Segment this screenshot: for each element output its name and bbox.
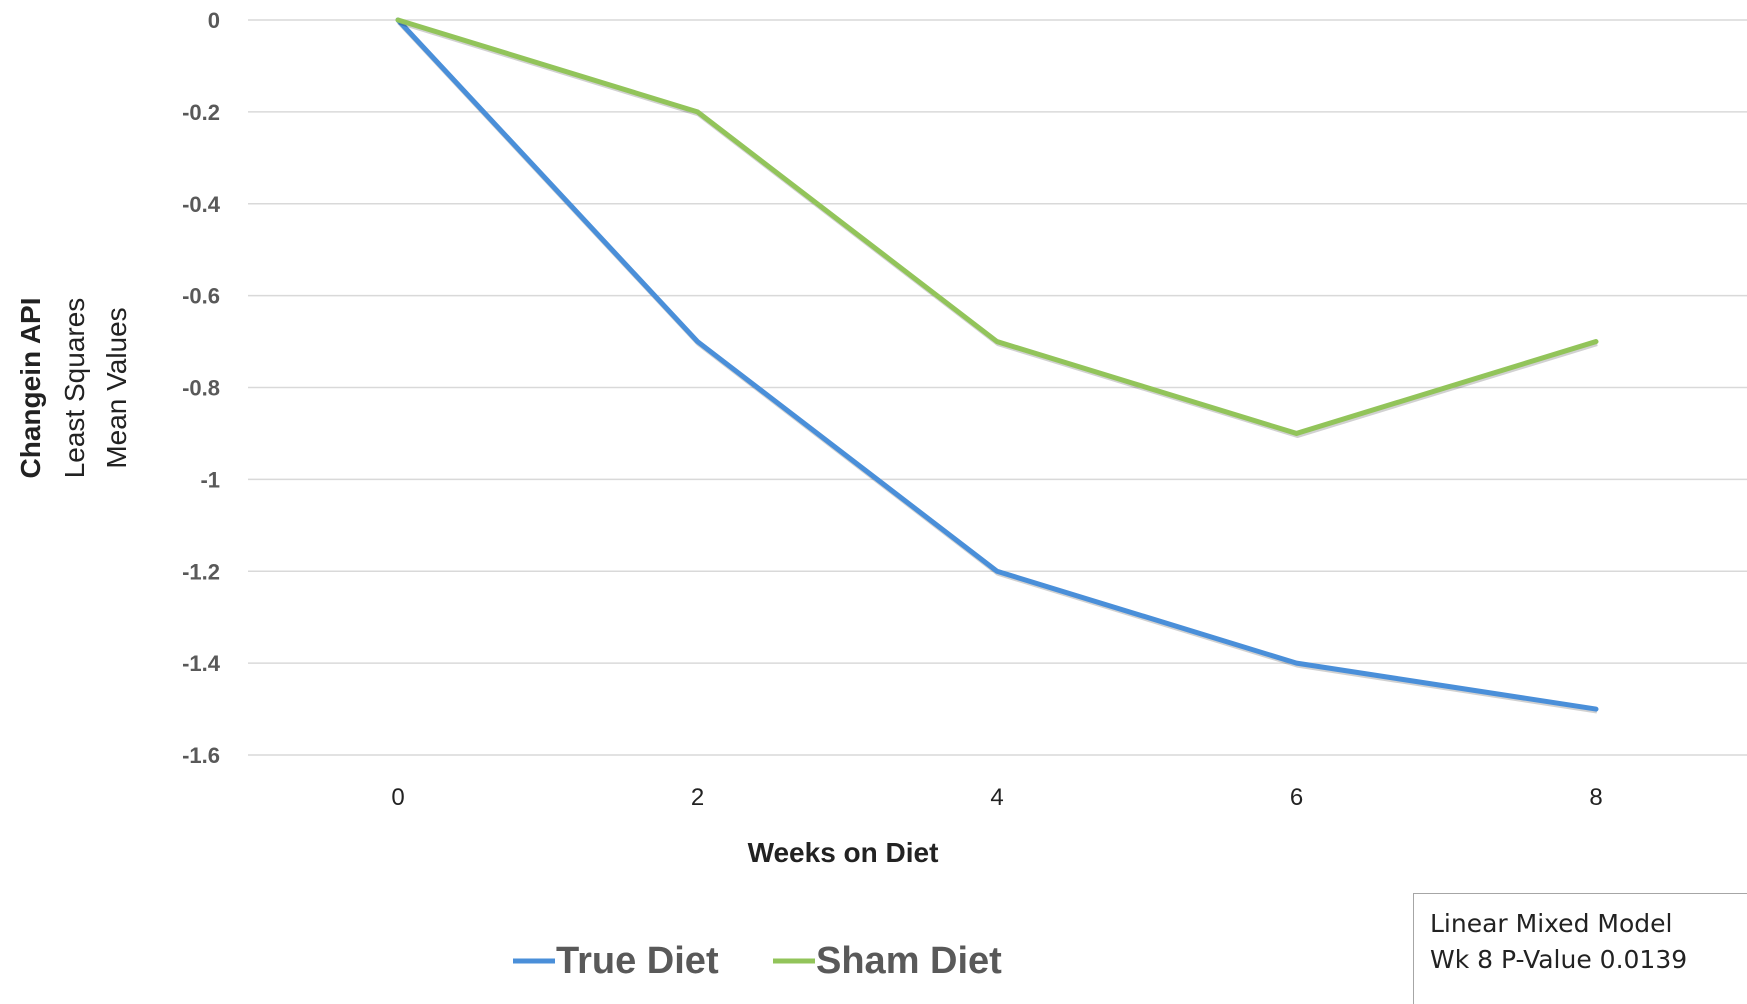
y-tick-label: 0: [208, 8, 220, 33]
y-axis-label: Changein API Least Squares Mean Values: [15, 298, 132, 479]
annotation-line-2: Wk 8 P-Value 0.0139: [1430, 945, 1687, 974]
x-tick-label: 0: [391, 784, 404, 811]
legend-label-sham-diet: Sham Diet: [816, 940, 1002, 982]
annotation-line-1: Linear Mixed Model: [1430, 909, 1672, 938]
annotation-box: Linear Mixed Model Wk 8 P-Value 0.0139: [1413, 893, 1747, 1004]
legend: True Diet Sham Diet: [513, 940, 1002, 982]
y-tick-label: -1: [200, 467, 220, 492]
legend-label-true-diet: True Diet: [556, 940, 719, 982]
y-tick-label: -0.6: [182, 284, 220, 309]
x-axis-ticks: 0 2 4 6 8: [391, 784, 1602, 811]
y-axis-label-line-1: Changein API: [15, 298, 46, 479]
y-axis-label-line-2: Least Squares: [59, 298, 90, 479]
y-tick-label: -1.4: [182, 651, 221, 676]
y-axis-label-line-3: Mean Values: [101, 307, 132, 468]
y-tick-label: -1.2: [182, 559, 220, 584]
x-tick-label: 4: [990, 784, 1003, 811]
series-line-sham-diet: [398, 20, 1596, 433]
series-line-shadow: [399, 22, 1597, 435]
x-tick-label: 6: [1290, 784, 1303, 811]
series-line-shadow: [399, 22, 1597, 711]
y-tick-label: -0.4: [182, 192, 221, 217]
y-tick-label: -0.8: [182, 376, 220, 401]
series-line-true-diet: [398, 20, 1596, 709]
y-tick-label: -0.2: [182, 100, 220, 125]
x-tick-label: 2: [691, 784, 704, 811]
y-axis-ticks: 0 -0.2 -0.4 -0.6 -0.8 -1 -1.2 -1.4 -1.6: [182, 8, 221, 768]
gridlines: [248, 20, 1747, 755]
x-tick-label: 8: [1589, 784, 1602, 811]
y-tick-label: -1.6: [182, 743, 220, 768]
series-lines: [398, 20, 1597, 711]
x-axis-label: Weeks on Diet: [748, 837, 939, 868]
